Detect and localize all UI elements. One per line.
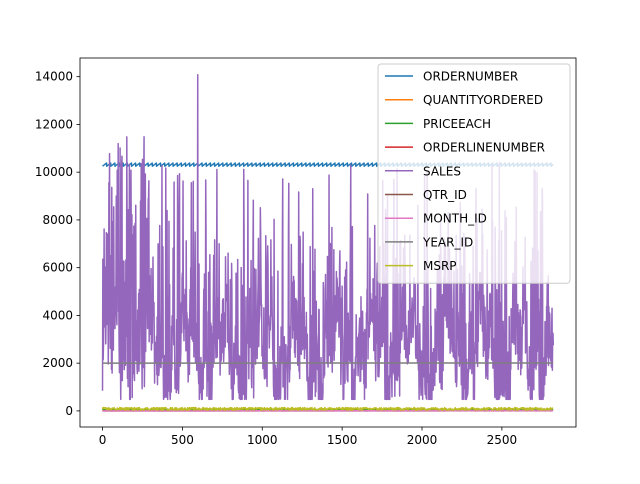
x-tick-label: 1000 bbox=[247, 433, 278, 447]
y-tick-label: 4000 bbox=[42, 308, 73, 322]
y-tick-label: 10000 bbox=[35, 165, 73, 179]
legend-label-orderlinenumber: ORDERLINENUMBER bbox=[423, 141, 545, 155]
legend-label-msrp: MSRP bbox=[423, 259, 457, 273]
y-tick-label: 2000 bbox=[42, 356, 73, 370]
y-tick-label: 14000 bbox=[35, 70, 73, 84]
y-tick-label: 0 bbox=[65, 404, 73, 418]
x-tick-label: 2500 bbox=[487, 433, 518, 447]
x-tick-label: 500 bbox=[171, 433, 194, 447]
y-tick-label: 8000 bbox=[42, 213, 73, 227]
legend-label-quantityordered: QUANTITYORDERED bbox=[423, 93, 543, 107]
y-tick-label: 6000 bbox=[42, 261, 73, 275]
legend-label-priceeach: PRICEEACH bbox=[423, 117, 491, 131]
x-tick-label: 1500 bbox=[327, 433, 358, 447]
legend-label-month_id: MONTH_ID bbox=[423, 212, 487, 226]
x-tick-label: 0 bbox=[99, 433, 107, 447]
x-tick-label: 2000 bbox=[407, 433, 438, 447]
series-line-msrp bbox=[103, 408, 553, 411]
legend-label-qtr_id: QTR_ID bbox=[423, 188, 467, 202]
legend-label-year_id: YEAR_ID bbox=[422, 235, 473, 249]
legend-label-ordernumber: ORDERNUMBER bbox=[423, 70, 518, 84]
y-tick-label: 12000 bbox=[35, 117, 73, 131]
legend: ORDERNUMBER QUANTITYORDERED PRICEEACH ORDER… bbox=[378, 64, 570, 283]
legend-label-sales: SALES bbox=[423, 164, 461, 178]
